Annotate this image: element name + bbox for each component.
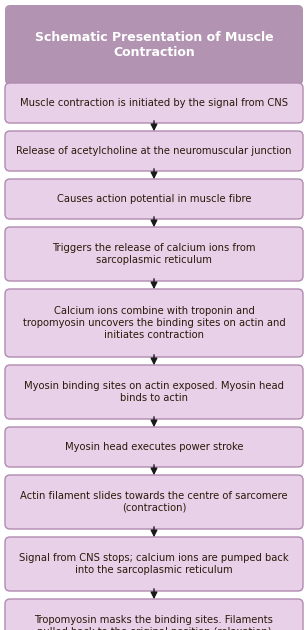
FancyBboxPatch shape	[5, 179, 303, 219]
FancyBboxPatch shape	[5, 83, 303, 123]
FancyBboxPatch shape	[5, 365, 303, 419]
Text: Release of acetylcholine at the neuromuscular junction: Release of acetylcholine at the neuromus…	[16, 146, 292, 156]
FancyBboxPatch shape	[5, 5, 303, 85]
Text: Schematic Presentation of Muscle
Contraction: Schematic Presentation of Muscle Contrac…	[35, 31, 273, 59]
Text: Causes action potential in muscle fibre: Causes action potential in muscle fibre	[57, 194, 251, 204]
Text: Calcium ions combine with troponin and
tropomyosin uncovers the binding sites on: Calcium ions combine with troponin and t…	[22, 306, 286, 340]
Text: Muscle contraction is initiated by the signal from CNS: Muscle contraction is initiated by the s…	[20, 98, 288, 108]
Text: Tropomyosin masks the binding sites. Filaments
pulled back to the original posit: Tropomyosin masks the binding sites. Fil…	[34, 616, 274, 630]
FancyBboxPatch shape	[5, 537, 303, 591]
FancyBboxPatch shape	[5, 227, 303, 281]
Text: Signal from CNS stops; calcium ions are pumped back
into the sarcoplasmic reticu: Signal from CNS stops; calcium ions are …	[19, 553, 289, 575]
FancyBboxPatch shape	[5, 289, 303, 357]
Text: Myosin head executes power stroke: Myosin head executes power stroke	[65, 442, 243, 452]
FancyBboxPatch shape	[5, 599, 303, 630]
Text: Actin filament slides towards the centre of sarcomere
(contraction): Actin filament slides towards the centre…	[20, 491, 288, 513]
FancyBboxPatch shape	[5, 131, 303, 171]
Text: Myosin binding sites on actin exposed. Myosin head
binds to actin: Myosin binding sites on actin exposed. M…	[24, 381, 284, 403]
FancyBboxPatch shape	[5, 475, 303, 529]
FancyBboxPatch shape	[5, 427, 303, 467]
Text: Triggers the release of calcium ions from
sarcoplasmic reticulum: Triggers the release of calcium ions fro…	[52, 243, 256, 265]
